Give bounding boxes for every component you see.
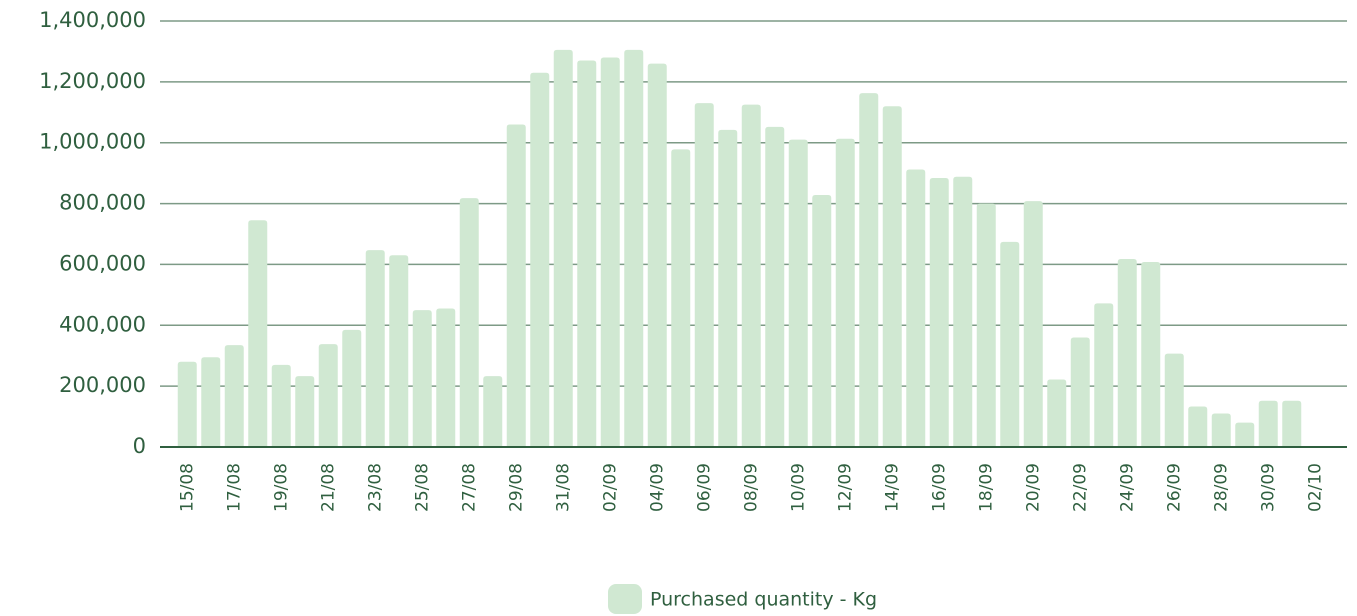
x-tick-label: 30/09 xyxy=(1258,463,1278,512)
bar xyxy=(953,176,973,447)
bar xyxy=(318,344,338,447)
bar xyxy=(1258,400,1278,447)
x-tick-label: 19/08 xyxy=(271,463,291,512)
bar xyxy=(976,203,996,447)
x-tick-label: 16/09 xyxy=(929,463,949,512)
bar xyxy=(224,345,244,447)
x-tick-label: 04/09 xyxy=(647,463,667,512)
x-tick-label: 10/09 xyxy=(788,463,808,512)
bar xyxy=(741,104,761,447)
bar xyxy=(788,139,808,447)
bar xyxy=(177,361,197,447)
x-tick-label: 27/08 xyxy=(459,463,479,512)
x-tick-label: 29/08 xyxy=(506,463,526,512)
bar xyxy=(436,308,456,447)
bar xyxy=(365,250,385,447)
y-tick-label: 0 xyxy=(133,434,146,458)
y-tick-label: 1,400,000 xyxy=(39,8,146,32)
bar xyxy=(600,57,620,448)
bar xyxy=(671,149,691,447)
bar xyxy=(765,126,785,448)
bar xyxy=(694,103,714,448)
bar xyxy=(389,255,409,447)
bar xyxy=(882,106,902,447)
bar xyxy=(1023,201,1043,447)
x-tick-label: 28/09 xyxy=(1211,463,1231,512)
bar xyxy=(812,195,832,447)
bar xyxy=(342,329,362,447)
bar xyxy=(459,198,479,447)
bar xyxy=(1117,258,1137,447)
bar xyxy=(553,49,573,448)
y-tick-label: 1,000,000 xyxy=(39,130,146,154)
bar xyxy=(506,124,526,447)
x-tick-label: 18/09 xyxy=(976,463,996,512)
bar xyxy=(1282,400,1302,447)
bar xyxy=(201,357,221,447)
x-tick-label: 15/08 xyxy=(177,463,197,512)
legend: Purchased quantity - Kg xyxy=(608,584,877,614)
bar xyxy=(1164,353,1184,447)
bar xyxy=(718,129,738,448)
bar xyxy=(624,49,644,448)
bar xyxy=(1211,413,1231,447)
x-tick-label: 25/08 xyxy=(412,463,432,512)
x-tick-label: 22/09 xyxy=(1070,463,1090,512)
x-tick-label: 21/08 xyxy=(318,463,338,512)
bar xyxy=(647,63,667,447)
bar xyxy=(530,72,550,447)
y-tick-label: 600,000 xyxy=(59,251,146,275)
x-tick-label: 26/09 xyxy=(1164,463,1184,512)
bar xyxy=(295,376,315,447)
y-tick-label: 800,000 xyxy=(59,191,146,215)
y-tick-label: 200,000 xyxy=(59,373,146,397)
bar xyxy=(1070,337,1090,447)
bar xyxy=(929,178,949,448)
bar xyxy=(1188,406,1208,447)
bar xyxy=(906,169,926,447)
legend-swatch xyxy=(608,584,642,614)
bar xyxy=(1141,261,1161,447)
legend-label: Purchased quantity - Kg xyxy=(650,589,877,611)
x-tick-label: 23/08 xyxy=(365,463,385,512)
bar xyxy=(1000,241,1020,447)
x-tick-label: 02/09 xyxy=(600,463,620,512)
x-tick-label: 14/09 xyxy=(882,463,902,512)
x-tick-label: 20/09 xyxy=(1023,463,1043,512)
y-tick-label: 1,200,000 xyxy=(39,69,146,93)
y-tick-label: 400,000 xyxy=(59,312,146,336)
x-tick-label: 31/08 xyxy=(553,463,573,512)
x-tick-label: 12/09 xyxy=(835,463,855,512)
x-tick-label: 24/09 xyxy=(1117,463,1137,512)
x-tick-label: 02/10 xyxy=(1305,463,1325,512)
x-tick-label: 06/09 xyxy=(694,463,714,512)
bar xyxy=(859,93,879,447)
x-tick-label: 08/09 xyxy=(741,463,761,512)
bar xyxy=(412,310,432,447)
bar xyxy=(1094,303,1114,447)
bar xyxy=(577,60,597,448)
bar xyxy=(835,138,855,447)
bar xyxy=(248,220,268,447)
bar xyxy=(483,376,503,447)
bar xyxy=(1047,379,1067,447)
x-tick-label: 17/08 xyxy=(224,463,244,512)
bar xyxy=(1235,422,1255,447)
bar xyxy=(271,364,291,447)
